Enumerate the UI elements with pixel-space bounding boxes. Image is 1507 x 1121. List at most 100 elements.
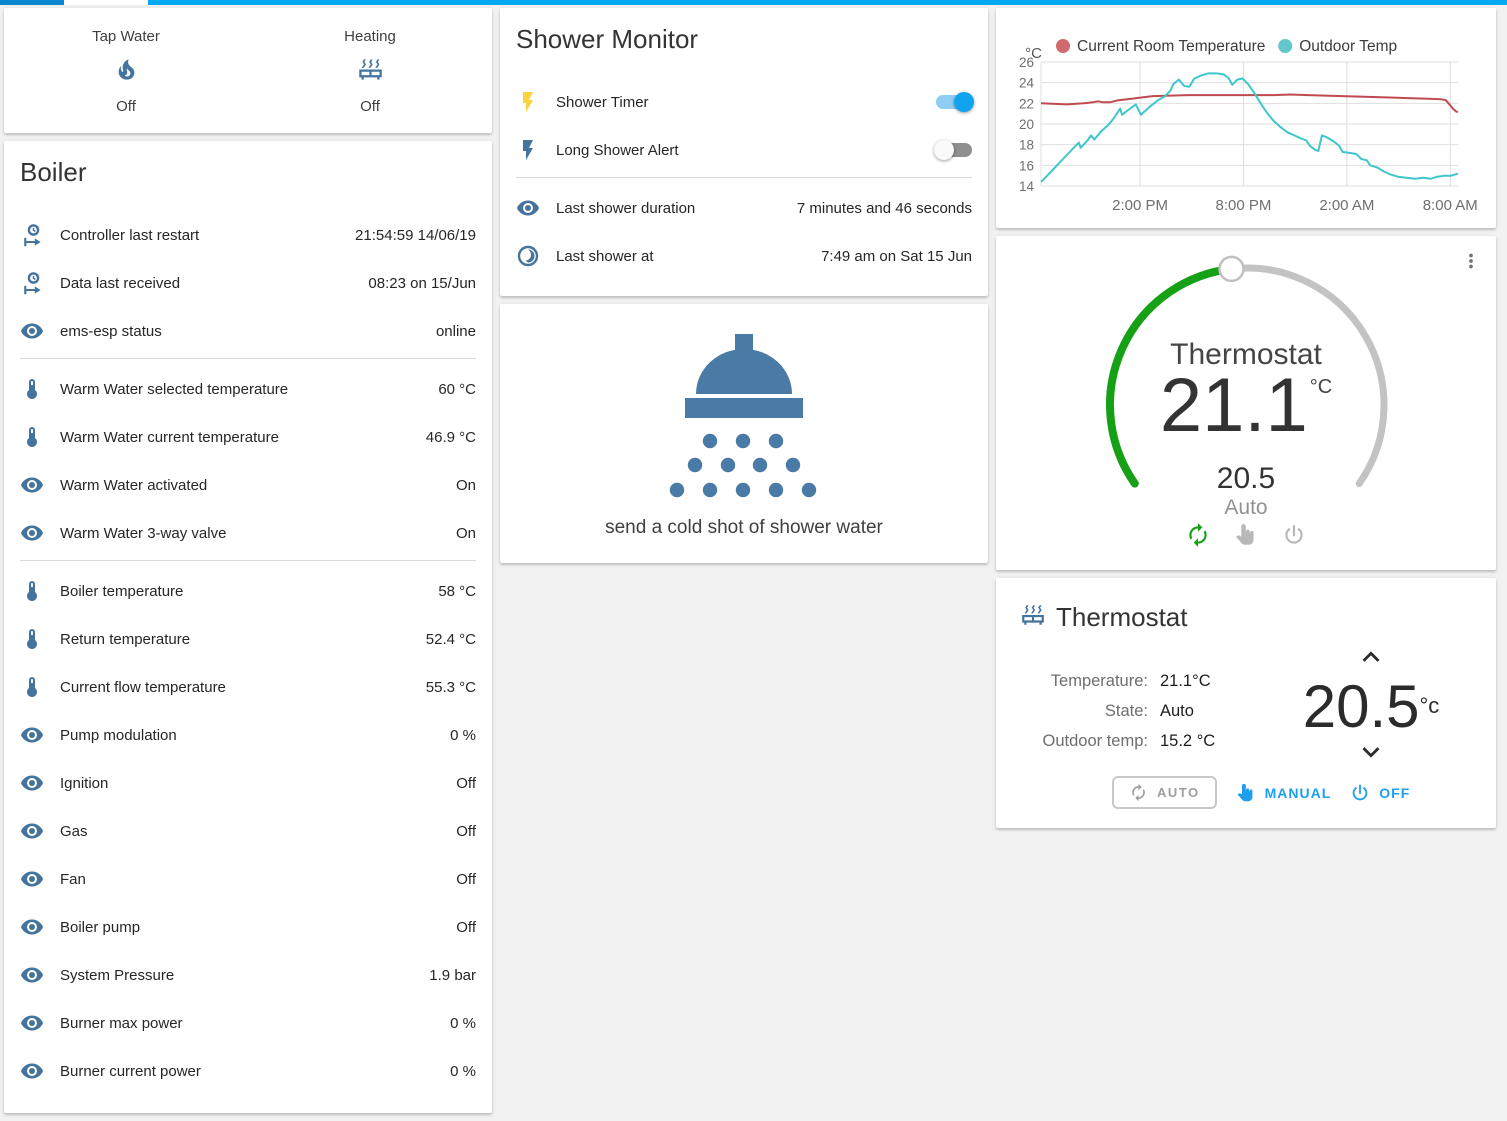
thermostat-dial[interactable] [996, 236, 1496, 575]
toggle-row[interactable]: Shower Timer [500, 78, 988, 126]
eye-icon [20, 819, 60, 843]
manual-button[interactable]: MANUAL [1235, 782, 1332, 804]
svg-text:22: 22 [1019, 96, 1034, 111]
entity-row[interactable]: Burner current power 0 % [4, 1047, 492, 1095]
toggle-switch-on[interactable] [936, 92, 974, 112]
cold-shot-label: send a cold shot of shower water [605, 517, 883, 538]
entity-label: Warm Water selected temperature [60, 380, 289, 398]
glance-state: Off [116, 98, 136, 115]
button-label: OFF [1379, 784, 1411, 801]
entity-row[interactable]: Last shower duration 7 minutes and 46 sec… [500, 184, 988, 232]
entity-value: 58 °C [438, 582, 476, 600]
entity-value: Off [456, 870, 476, 888]
glance-item-heating[interactable]: Heating Off [248, 26, 492, 115]
entity-value: Off [456, 774, 476, 792]
clock-partial-icon [516, 244, 556, 268]
entity-row[interactable]: Last shower at 7:49 am on Sat 15 Jun [500, 232, 988, 280]
svg-text:2:00 AM: 2:00 AM [1319, 197, 1374, 214]
temp-up-button[interactable] [1354, 640, 1388, 674]
svg-text:14: 14 [1019, 179, 1035, 194]
entity-label: Warm Water activated [60, 476, 208, 494]
shower-monitor-title: Shower Monitor [516, 24, 699, 54]
entity-row[interactable]: Pump modulation 0 % [4, 711, 492, 759]
header-tab-strip [0, 0, 1507, 5]
divider [20, 358, 476, 359]
history-graph[interactable]: 26 24 22 20 18 16 14 2:00 PM 8:00 PM 2:00 AM 8:00 … [996, 8, 1496, 233]
dial-off-button[interactable] [1281, 522, 1307, 548]
clock-start-icon [20, 223, 60, 247]
entity-label: Warm Water current temperature [60, 428, 279, 446]
dial-manual-button[interactable] [1233, 522, 1259, 548]
entity-row[interactable]: System Pressure 1.9 bar [4, 951, 492, 999]
setpoint-value-block: 20.5 °c [1296, 677, 1446, 737]
shower-head-icon [669, 334, 819, 509]
cold-shot-button[interactable]: send a cold shot of shower water [500, 304, 988, 563]
boiler-card-title: Boiler [20, 157, 87, 187]
auto-button[interactable]: AUTO [1112, 776, 1217, 809]
flash-icon [516, 138, 556, 162]
entity-row[interactable]: Current flow temperature 55.3 °C [4, 663, 492, 711]
thermometer-icon [20, 675, 60, 699]
entity-row[interactable]: Warm Water activated On [4, 461, 492, 509]
entity-value: Off [456, 822, 476, 840]
entity-row[interactable]: Boiler pump Off [4, 903, 492, 951]
entity-row[interactable]: Warm Water 3-way valve On [4, 509, 492, 557]
boiler-card: Boiler Controller last restart 21:54:59 1… [4, 141, 492, 1113]
active-tab-indicator[interactable] [64, 0, 148, 5]
entity-label: Last shower at [556, 247, 654, 265]
fire-icon [113, 56, 140, 88]
entity-row[interactable]: Controller last restart 21:54:59 14/06/19 [4, 211, 492, 259]
button-label: AUTO [1157, 785, 1200, 800]
toggle-switch-off[interactable] [934, 140, 972, 160]
current-temp-unit: °C [1309, 376, 1333, 398]
entity-value: 0 % [450, 1062, 476, 1080]
entity-value: 55.3 °C [425, 678, 476, 696]
info-row: Outdoor temp: 15.2 °C [1034, 732, 1216, 751]
entity-row[interactable]: Boiler temperature 58 °C [4, 567, 492, 615]
entity-row[interactable]: Return temperature 52.4 °C [4, 615, 492, 663]
setpoint-unit: °c [1419, 693, 1440, 718]
clock-start-icon [20, 271, 60, 295]
entity-row[interactable]: Gas Off [4, 807, 492, 855]
dial-auto-button[interactable] [1185, 522, 1211, 548]
temp-down-button[interactable] [1354, 735, 1388, 769]
entity-label: Controller last restart [60, 226, 200, 244]
svg-text:°C: °C [1025, 45, 1042, 62]
entity-row[interactable]: Burner max power 0 % [4, 999, 492, 1047]
entity-row[interactable]: Data last received 08:23 on 15/Jun [4, 259, 492, 307]
entity-label: Data last received [60, 274, 181, 292]
tab-strip-left [0, 0, 64, 5]
glance-state: Off [360, 98, 380, 115]
shower-action-card: send a cold shot of shower water [500, 304, 988, 563]
thermometer-icon [20, 627, 60, 651]
eye-icon [516, 196, 556, 220]
dial-handle[interactable] [1218, 255, 1245, 283]
info-row: Temperature: 21.1°C [1034, 672, 1215, 691]
setpoint-value: 20.5 [1302, 673, 1420, 740]
info-label: State: [1104, 702, 1148, 720]
shower-monitor-card: Shower Monitor Shower Timer Long Shower A… [500, 8, 988, 296]
entity-value: 08:23 on 15/Jun [368, 274, 476, 292]
off-button[interactable]: OFF [1349, 782, 1410, 804]
dial-mode: Auto [1224, 496, 1268, 519]
info-value: 21.1°C [1160, 672, 1211, 690]
history-chart-card: 26 24 22 20 18 16 14 2:00 PM 8:00 PM 2:00 AM 8:00 … [996, 8, 1496, 228]
thermostat-dial-card: Thermostat 21.1 °C 20.5 Auto [996, 236, 1496, 570]
eye-icon [20, 319, 60, 343]
entity-value: On [455, 476, 476, 494]
svg-text:2:00 PM: 2:00 PM [1112, 197, 1168, 214]
button-label: MANUAL [1264, 784, 1332, 801]
entity-value: 7:49 am on Sat 15 Jun [821, 247, 972, 265]
dial-target-temperature: 20.5 [1216, 462, 1276, 495]
dots-vertical-icon[interactable] [1460, 250, 1482, 277]
entity-row[interactable]: ems-esp status online [4, 307, 492, 355]
entity-row[interactable]: Warm Water current temperature 46.9 °C [4, 413, 492, 461]
entity-row[interactable]: Warm Water selected temperature 60 °C [4, 365, 492, 413]
current-temp-value: 21.1 [1159, 363, 1308, 448]
entity-row[interactable]: Ignition Off [4, 759, 492, 807]
glance-item-tap-water[interactable]: Tap Water Off [4, 26, 248, 115]
entity-value: 0 % [450, 726, 476, 744]
entity-row[interactable]: Fan Off [4, 855, 492, 903]
entity-value: 1.9 bar [429, 966, 476, 984]
toggle-row[interactable]: Long Shower Alert [500, 126, 988, 174]
